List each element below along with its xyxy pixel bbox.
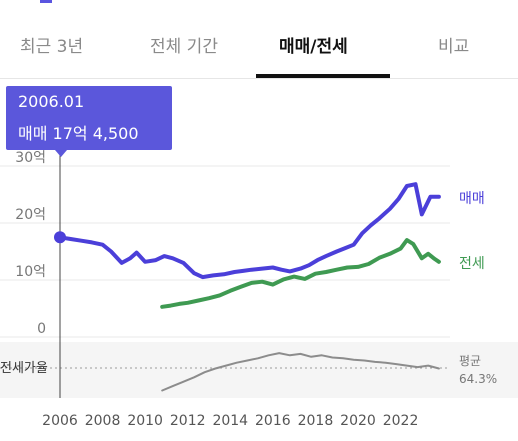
tooltip-date: 2006.01	[18, 92, 85, 111]
hover-marker	[54, 231, 66, 244]
y-tick-label: 10억	[15, 264, 46, 280]
ratio-average-label: 평균	[459, 354, 481, 368]
x-tick-label: 2012	[170, 413, 206, 429]
tab-all-period[interactable]: 전체 기간	[150, 37, 218, 57]
x-tick-label: 2016	[255, 413, 291, 429]
legend-jeonse: 전세	[459, 256, 485, 272]
x-tick-label: 2008	[85, 413, 121, 429]
x-tick-label: 2010	[127, 413, 163, 429]
active-tab-underline	[256, 74, 390, 78]
jeonse-price-line	[160, 238, 441, 309]
jeonse-ratio-line	[161, 352, 440, 392]
chart-tooltip: 2006.01 매매 17억 4,500	[6, 86, 172, 157]
x-tick-label: 2014	[212, 413, 248, 429]
tab-recent-3-years[interactable]: 최근 3년	[20, 37, 84, 57]
accent-top-bar	[40, 0, 52, 3]
y-tick-label: 20억	[15, 207, 46, 223]
y-tick-label: 0	[37, 321, 46, 337]
x-tick-label: 2006	[42, 413, 78, 429]
legend-sale: 매매	[459, 191, 485, 207]
tooltip-value: 매매 17억 4,500	[18, 124, 139, 143]
x-tick-label: 2022	[383, 413, 419, 429]
tab-sale-jeonse[interactable]: 매매/전세	[279, 37, 348, 57]
tab-bar: 최근 3년 전체 기간 매매/전세 비교	[0, 0, 518, 79]
ratio-label: 전세가율	[0, 361, 48, 376]
ratio-panel-background	[0, 342, 518, 398]
x-tick-label: 2018	[298, 413, 334, 429]
x-tick-label: 2020	[340, 413, 376, 429]
tab-compare[interactable]: 비교	[438, 37, 470, 57]
y-tick-label: 30억	[15, 150, 46, 166]
ratio-average-value: 64.3%	[459, 372, 497, 386]
sale-price-line	[58, 182, 441, 280]
